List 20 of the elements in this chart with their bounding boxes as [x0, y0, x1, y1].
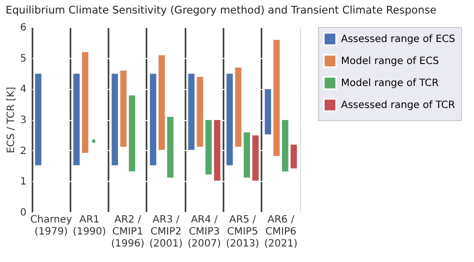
x-tick-label: Charney (1979) [30, 214, 72, 238]
y-tick-label: 1 [20, 176, 26, 188]
legend-label: Assessed range of TCR [341, 100, 456, 111]
y-tick-label: 3 [20, 115, 26, 126]
x-tick-label: AR1 (1990) [72, 214, 106, 238]
legend-label: Assessed range of ECS [341, 34, 456, 45]
x-tick-label: AR2 / CMIP1 (1996) [111, 214, 144, 250]
y-axis-title: ECS / TCR [K] [6, 86, 18, 154]
legend-label: Model range of TCR [341, 78, 439, 89]
y-tick-label: 5 [20, 53, 26, 64]
x-tick-label: AR4 / CMIP3 (2007) [188, 214, 222, 250]
y-tick-label: 6 [20, 22, 26, 34]
chart-title: Equilibrium Climate Sensitivity (Gregory method) and Transient Climate Response [6, 4, 436, 16]
x-tick-label: AR5 / CMIP5 (2013) [226, 214, 260, 250]
y-tick-label: 0 [20, 208, 26, 218]
y-tick-label: 4 [20, 84, 26, 96]
legend-label: Model range of ECS [341, 56, 439, 67]
x-tick-label: AR3 / CMIP2 (2001) [149, 214, 183, 250]
y-tick-label: 2 [20, 146, 26, 157]
x-tick-label: AR6 / CMIP6 (2021) [264, 214, 298, 250]
